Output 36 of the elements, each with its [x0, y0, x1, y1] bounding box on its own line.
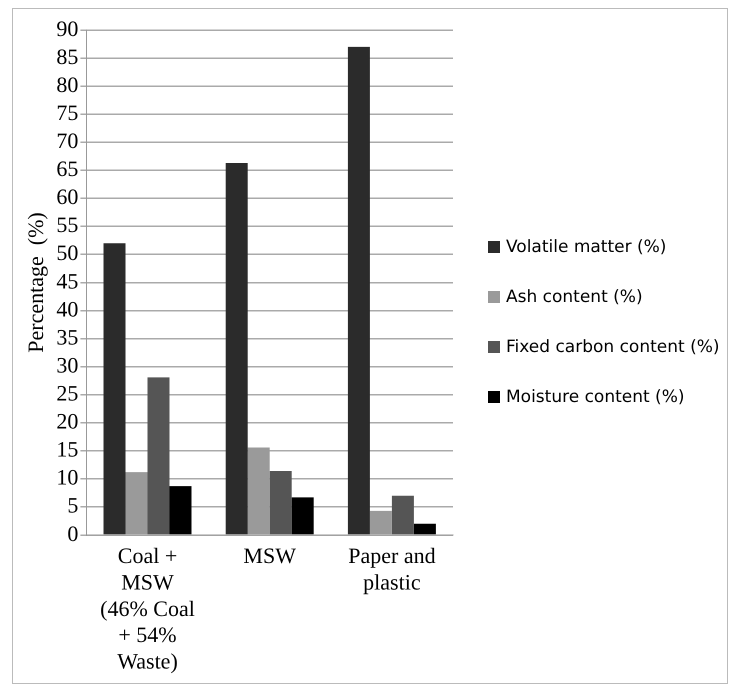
legend-label: Fixed carbon content (%) [506, 336, 720, 358]
y-tick-label: 90 [56, 16, 78, 41]
x-tick-label: Coal + MSW (46% Coal + 54% Waste) [100, 542, 195, 674]
y-tick-label: 45 [56, 268, 78, 294]
y-tick-label: 75 [56, 100, 78, 125]
y-tick-label: 70 [56, 128, 78, 154]
bar [414, 524, 436, 534]
legend-label: Volatile matter (%) [506, 236, 666, 258]
bar [348, 46, 370, 534]
y-tick-label: 55 [56, 212, 78, 238]
y-tick-label: 85 [56, 44, 78, 69]
bar [104, 243, 126, 534]
y-tick-label: 30 [56, 352, 78, 378]
y-tick-label: 15 [56, 436, 78, 462]
legend-label: Ash content (%) [506, 286, 643, 308]
y-tick-label: 5 [67, 492, 78, 518]
x-tick-label: MSW [243, 542, 296, 568]
y-tick-label: 0 [67, 520, 78, 546]
legend-label: Moisture content (%) [506, 386, 684, 408]
bar [392, 496, 414, 534]
y-tick-label: 35 [56, 324, 78, 350]
bar [169, 486, 192, 534]
bar [148, 377, 170, 534]
bar [226, 162, 248, 534]
y-tick-label: 25 [56, 380, 78, 406]
y-tick-label: 10 [56, 464, 78, 490]
bar [270, 471, 292, 534]
y-tick-label: 50 [56, 240, 78, 266]
y-tick-label: 40 [56, 296, 78, 322]
y-tick-label: 65 [56, 156, 78, 182]
y-tick-label: 80 [56, 72, 78, 97]
y-tick-label: 60 [56, 184, 78, 210]
x-tick-label: Paper and plastic [348, 542, 436, 594]
y-axis-title: Percentage (%) [22, 212, 48, 353]
y-tick-label: 20 [56, 408, 78, 434]
bar [292, 497, 314, 534]
